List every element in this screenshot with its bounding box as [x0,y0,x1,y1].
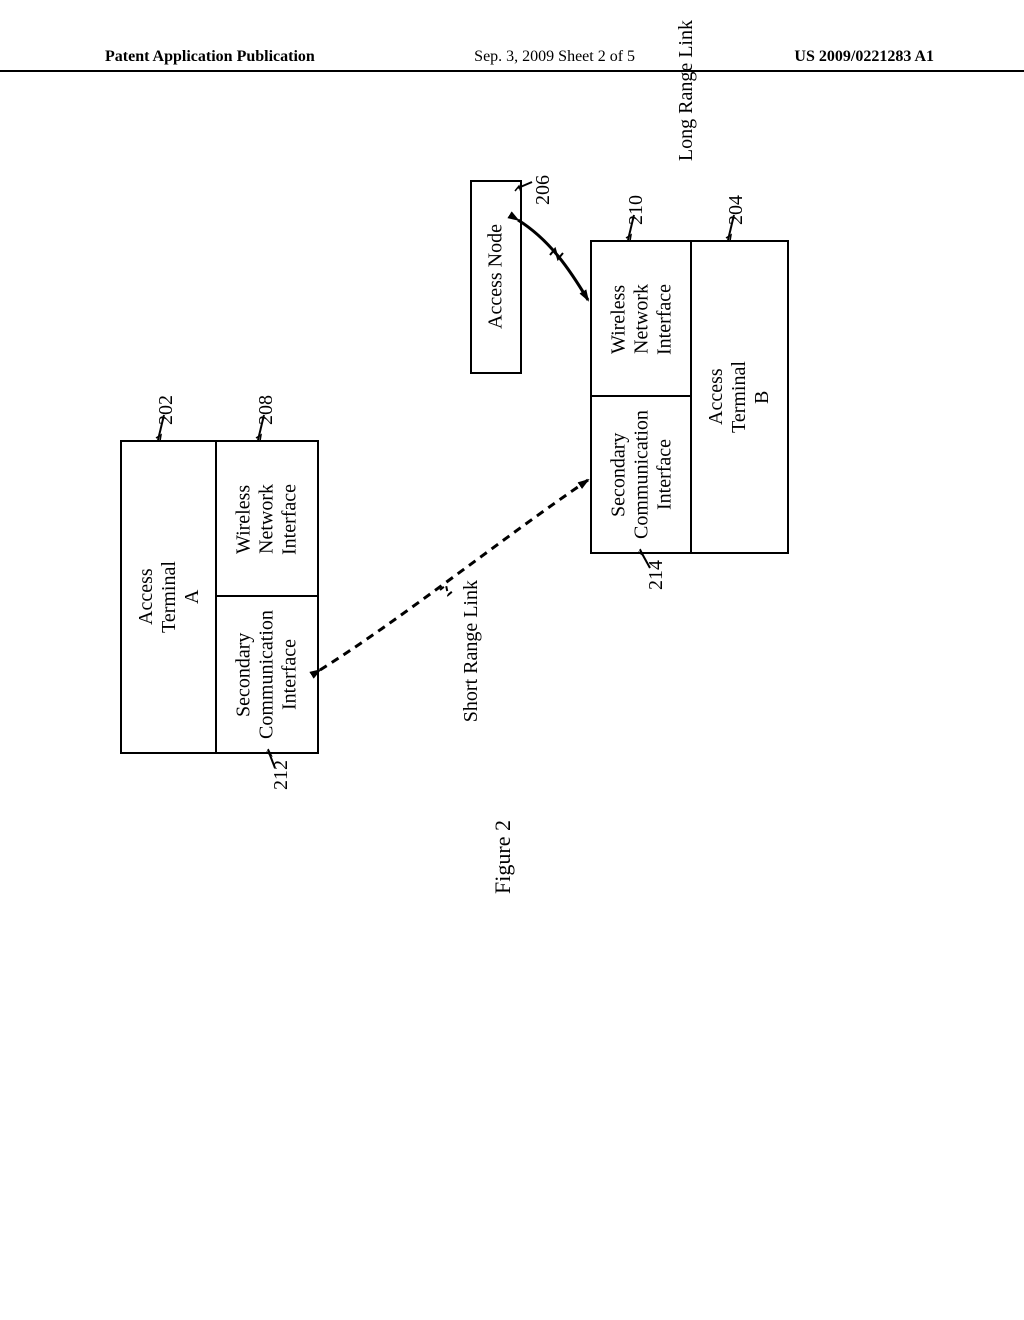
header-center: Sep. 3, 2009 Sheet 2 of 5 [474,48,635,66]
terminal-a-ref: 202 [155,395,178,425]
terminal-b-secondary-ref: 214 [645,560,668,590]
long-range-link-label: Long Range Link [675,20,698,161]
terminal-b-main: Access Terminal B [690,240,789,554]
terminal-b-label: Access Terminal B [692,242,787,552]
header-right: US 2009/0221283 A1 [794,48,934,66]
terminal-a-secondary-label: Secondary Communication Interface [217,597,317,752]
access-node-ref: 206 [532,175,555,205]
terminal-b-wireless-label: Wireless Network Interface [592,242,692,397]
access-node-box: Access Node [470,180,522,374]
figure-caption: Figure 2 [490,820,516,894]
access-node-label: Access Node [472,182,520,372]
terminal-a-label: Access Terminal A [122,442,217,752]
short-range-link-label: Short Range Link [460,580,483,722]
terminal-a-secondary: Secondary Communication Interface [215,595,319,754]
terminal-a-wireless: Wireless Network Interface [215,440,319,599]
terminal-b-wireless: Wireless Network Interface [590,240,694,399]
diagram: Access Node 206 Access Terminal A Wirele… [120,180,880,1080]
terminal-a-secondary-ref: 212 [270,760,293,790]
terminal-b-ref: 204 [725,195,748,225]
terminal-b-secondary: Secondary Communication Interface [590,395,694,554]
page-header: Patent Application Publication Sep. 3, 2… [0,48,1024,72]
terminal-b-secondary-label: Secondary Communication Interface [592,397,692,552]
terminal-a-wireless-label: Wireless Network Interface [217,442,317,597]
terminal-a-wireless-ref: 208 [255,395,278,425]
terminal-a-main: Access Terminal A [120,440,219,754]
terminal-b-wireless-ref: 210 [625,195,648,225]
header-left: Patent Application Publication [105,48,315,66]
